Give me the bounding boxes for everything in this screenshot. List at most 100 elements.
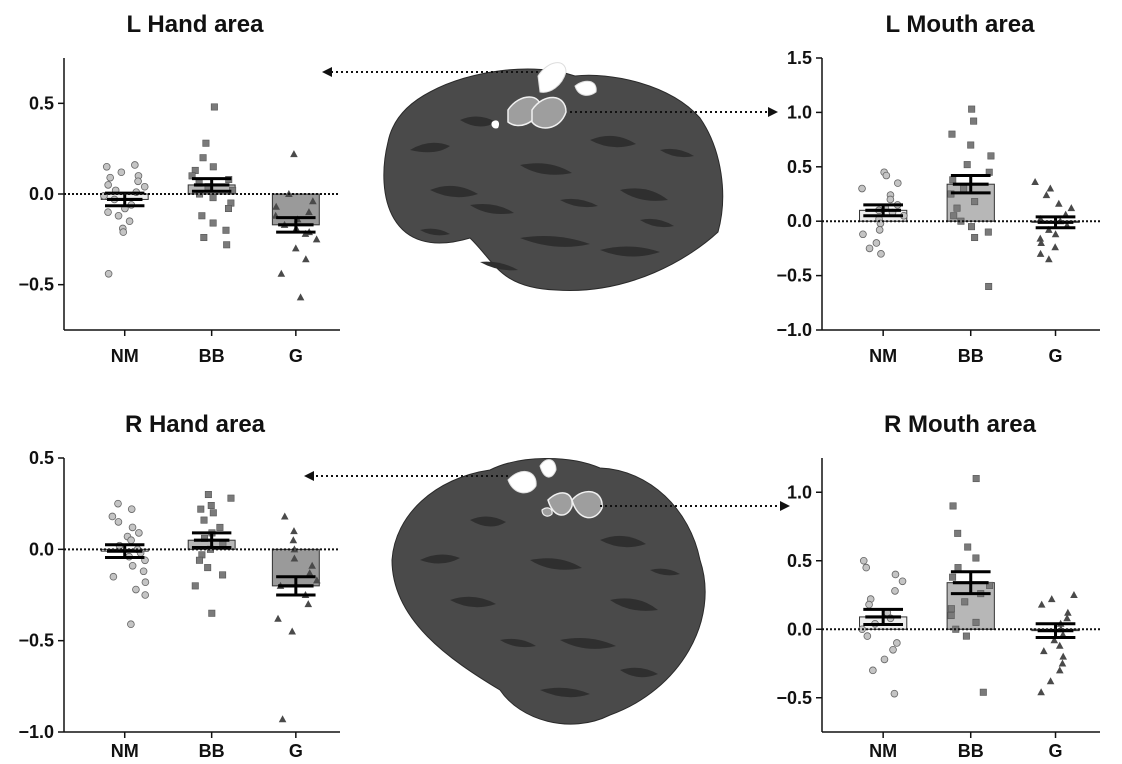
chart-r-hand: R Hand area 0.5 0.0 −0.5 −1.0 NM BB G (18, 411, 340, 761)
data-point-nm (114, 518, 123, 526)
data-point-bb (949, 176, 957, 184)
data-point-g (1036, 234, 1045, 242)
brain-right-sulci (420, 516, 680, 698)
data-point-bb (964, 543, 972, 551)
data-point-bb (227, 494, 235, 502)
data-point-nm (859, 556, 868, 565)
data-point-bb (222, 226, 230, 234)
data-point-g (290, 545, 299, 553)
data-point-bb (216, 523, 224, 531)
data-point-nm (890, 689, 899, 698)
data-point-bb (972, 618, 980, 626)
brain-right-roi-hand-2 (539, 459, 557, 478)
data-point-bb (957, 217, 965, 225)
data-point-g (1031, 178, 1039, 186)
data-point-bb (209, 509, 217, 517)
data-point-nm (106, 173, 114, 182)
data-point-bb (953, 204, 961, 212)
data-point-nm (104, 269, 113, 278)
data-point-bb (209, 163, 217, 171)
y-tick-label: −0.5 (776, 266, 812, 286)
data-point-nm (872, 239, 881, 247)
roi-arrows (304, 67, 790, 511)
data-point-bb (950, 212, 958, 220)
data-point-nm (127, 620, 135, 629)
data-point-bb (219, 571, 227, 579)
data-point-nm (134, 177, 142, 186)
data-point-g (296, 293, 305, 301)
data-point-g (1067, 204, 1076, 212)
chart-title: R Mouth area (884, 411, 1037, 438)
x-tick-label: NM (869, 346, 897, 366)
data-point-nm (862, 563, 871, 572)
data-point-g (1063, 614, 1071, 622)
data-point-bb (954, 564, 962, 572)
data-point-g (290, 150, 298, 158)
x-tick-label: G (289, 741, 303, 761)
data-point-g (1064, 608, 1072, 616)
data-point-bb (198, 212, 206, 220)
data-point-bb (984, 228, 992, 236)
data-point-bb (200, 516, 208, 524)
data-point-nm (875, 226, 884, 234)
y-tick-label: 0.5 (29, 93, 54, 113)
data-point-g (309, 197, 317, 205)
data-point-nm (135, 529, 143, 537)
data-point-g (312, 235, 321, 243)
data-point-bb (200, 234, 208, 242)
data-point-g (1058, 659, 1067, 667)
data-point-g (305, 569, 314, 577)
brain-left-roi-hand-3 (491, 120, 500, 129)
data-point-nm (859, 230, 867, 239)
y-tick-label: 0.0 (29, 539, 54, 559)
data-point-bb (972, 475, 980, 483)
x-tick-label: BB (958, 741, 984, 761)
x-tick-label: NM (111, 741, 139, 761)
data-point-bb (204, 491, 212, 499)
y-tick-label: −0.5 (18, 631, 54, 651)
data-point-nm (891, 587, 899, 595)
data-point-bb (972, 554, 980, 562)
y-tick-label: 0.5 (29, 448, 54, 468)
data-point-g (1070, 591, 1078, 598)
brain-right-roi-mouth-1 (547, 492, 573, 516)
data-point-g (1036, 249, 1045, 257)
y-tick-label: 0.5 (787, 157, 812, 177)
data-point-bb (209, 194, 217, 202)
right-hemisphere-brain (391, 458, 706, 725)
data-point-g (1059, 652, 1068, 660)
data-point-bb (197, 505, 205, 513)
data-point-bb (223, 241, 231, 249)
data-point-bb (208, 609, 216, 617)
data-point-g (1055, 666, 1064, 674)
data-point-bb (199, 154, 207, 162)
data-point-g (288, 627, 296, 635)
data-point-nm (102, 163, 111, 171)
data-point-nm (877, 250, 885, 258)
data-point-nm (886, 195, 895, 204)
data-point-bb (986, 581, 994, 589)
data-point-bb (985, 282, 993, 290)
data-point-g (1037, 600, 1046, 608)
data-point-g (302, 255, 310, 263)
data-point-nm (114, 211, 123, 220)
data-point-g (1037, 688, 1045, 696)
data-point-bb (963, 161, 971, 169)
data-point-nm (891, 570, 900, 579)
data-point-g (1050, 636, 1059, 644)
data-point-bb (207, 501, 215, 509)
chart-r-mouth: R Mouth area 1.0 0.5 0.0 −0.5 NM BB G (776, 411, 1100, 761)
data-point-nm (141, 591, 150, 599)
data-point-bb (948, 130, 956, 138)
y-tick-label: −0.5 (776, 688, 812, 708)
data-point-nm (108, 512, 117, 521)
data-point-g (308, 561, 316, 569)
brain-left-roi-mouth-2 (531, 96, 567, 129)
y-tick-label: 0.0 (29, 184, 54, 204)
data-point-g (280, 512, 289, 520)
y-tick-label: 1.0 (787, 482, 812, 502)
data-point-g (277, 269, 286, 277)
x-tick-label: BB (199, 741, 225, 761)
data-point-g (289, 536, 298, 544)
